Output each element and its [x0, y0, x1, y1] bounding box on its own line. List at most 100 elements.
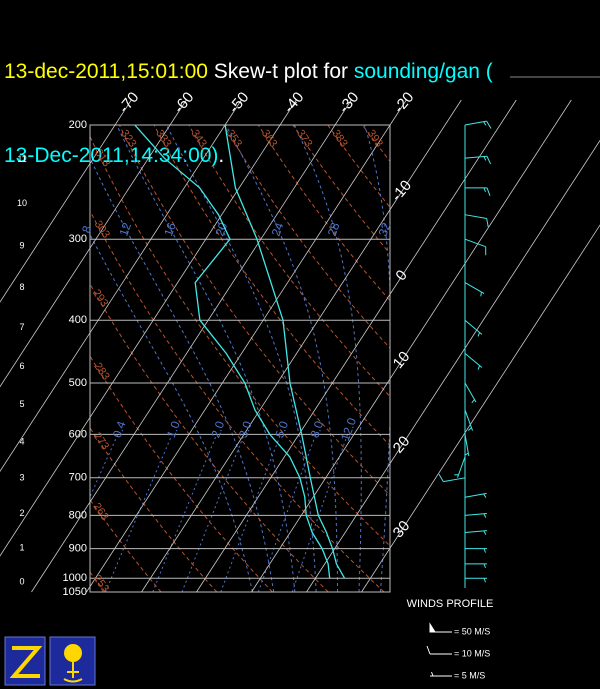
dry-adiabat	[327, 125, 390, 208]
isotherm	[0, 99, 187, 388]
wind-barb	[465, 577, 487, 583]
wind-barb	[465, 563, 487, 568]
moist-adiabat-label: 20	[213, 220, 231, 238]
dry-adiabat	[90, 427, 218, 592]
y-tick-label: 300	[69, 233, 87, 245]
barb-shaft	[464, 530, 487, 533]
dry-adiabat	[90, 499, 162, 592]
moist-adiabat-label: 8	[79, 224, 95, 235]
height-tick-label: 9	[19, 240, 24, 250]
sounding-line	[134, 124, 331, 579]
barb-shaft	[464, 155, 487, 159]
wind-barb	[464, 352, 483, 370]
mixing-ratio-label: 1.0	[164, 419, 183, 440]
isotherm	[361, 224, 600, 593]
isotherm	[141, 99, 462, 593]
moist-adiabat	[225, 125, 339, 592]
isotherm	[0, 99, 242, 472]
wind-barb	[464, 155, 492, 165]
height-tick-label: 8	[19, 282, 24, 292]
barb-shaft	[464, 513, 487, 516]
isotherm	[86, 99, 407, 593]
height-tick-label: 3	[19, 473, 24, 483]
isotherm	[306, 139, 600, 593]
height-tick-label: 4	[19, 436, 24, 446]
moist-adiabat-label: 28	[325, 220, 343, 238]
plot-frame	[89, 124, 391, 593]
mixing-ratio-label: 12.0	[338, 416, 359, 443]
wind-legend-label: = 10 M/S	[454, 648, 490, 658]
temperature-tick-label: -60	[170, 89, 197, 117]
temperature-tick-label: -40	[280, 89, 307, 117]
dry-adiabat-label: 313	[92, 147, 112, 169]
mixing-ratio-label: 2.0	[208, 419, 227, 440]
title-line: 13-dec-2011,15:01:00 Skew-t plot for sou…	[4, 58, 493, 86]
barb-half-feather	[483, 563, 486, 568]
barb-half-feather	[483, 513, 487, 518]
wind-barb	[454, 456, 466, 478]
wind-barb	[464, 282, 485, 297]
mixing-ratio-label: 5.0	[272, 419, 291, 440]
title-part: Skew-t plot for	[207, 60, 354, 83]
mixing-ratio-line	[291, 434, 349, 592]
height-tick-label: 7	[19, 322, 24, 332]
dry-adiabat-label: 263	[90, 501, 110, 523]
temperature-tick-label: 10	[390, 348, 414, 372]
height-tick-label: 0	[19, 576, 24, 586]
mixing-ratio-line	[181, 434, 245, 592]
barb-feather	[438, 474, 444, 482]
y-tick-label: 200	[69, 119, 87, 131]
barb-feather	[486, 156, 492, 165]
dry-adiabat-label: 303	[92, 219, 112, 241]
wind-barb	[465, 548, 487, 553]
barb-shaft	[464, 238, 486, 248]
y-tick-label: 900	[69, 542, 87, 554]
barb-shaft	[464, 352, 483, 368]
dry-adiabat	[90, 571, 106, 592]
title-part: 13-Dec-2011,14:34:00)	[4, 144, 219, 167]
isotherm	[251, 99, 572, 593]
moist-adiabat	[90, 156, 275, 592]
legend-barb	[430, 671, 452, 677]
dry-adiabat-label: 343	[189, 128, 209, 150]
title-block: 13-dec-2011,15:01:00 Skew-t plot for sou…	[4, 2, 493, 198]
barb-shaft	[464, 382, 477, 403]
wind-barb	[464, 530, 487, 535]
moist-adiabat-label: 12	[116, 220, 134, 238]
height-tick-label: 1	[19, 543, 24, 553]
plot-area	[90, 125, 390, 592]
barb-half-feather	[477, 365, 481, 370]
barb-shaft	[464, 434, 470, 457]
subtitle-line: 13-Dec-2011,14:34:00).	[4, 142, 493, 170]
wind-barb	[464, 214, 489, 227]
wind-barb	[464, 434, 470, 457]
y-tick-label: 1050	[63, 586, 87, 598]
barb-half-feather	[483, 156, 487, 161]
logo-string	[63, 662, 83, 683]
mixing-ratio-line	[90, 434, 119, 498]
moist-adiabat-label: 32	[376, 220, 394, 238]
barb-half-feather	[480, 292, 482, 297]
height-tick-label: 10	[17, 198, 27, 208]
barb-shaft	[464, 492, 487, 498]
barb-half-feather	[467, 427, 472, 431]
isotherm	[0, 99, 132, 303]
wind-barb	[464, 319, 483, 337]
temperature-tick-label: 20	[390, 433, 414, 457]
logo-balloon	[64, 644, 82, 662]
wind-barb	[465, 187, 491, 197]
barb-half-feather	[464, 452, 469, 456]
wind-barb	[464, 513, 487, 518]
y-tick-label: 400	[69, 314, 87, 326]
mixing-ratio-label: 0.4	[110, 419, 129, 440]
y-tick-label: 500	[69, 377, 87, 389]
barb-half-feather	[477, 332, 481, 337]
barb-feather	[426, 645, 431, 655]
barb-half-feather	[483, 493, 487, 498]
wind-barb	[464, 382, 477, 404]
title-part: sounding/gan (	[353, 60, 493, 83]
height-tick-label: 5	[19, 399, 24, 409]
wind-barb	[464, 238, 487, 256]
mixing-ratio-line	[220, 434, 282, 592]
